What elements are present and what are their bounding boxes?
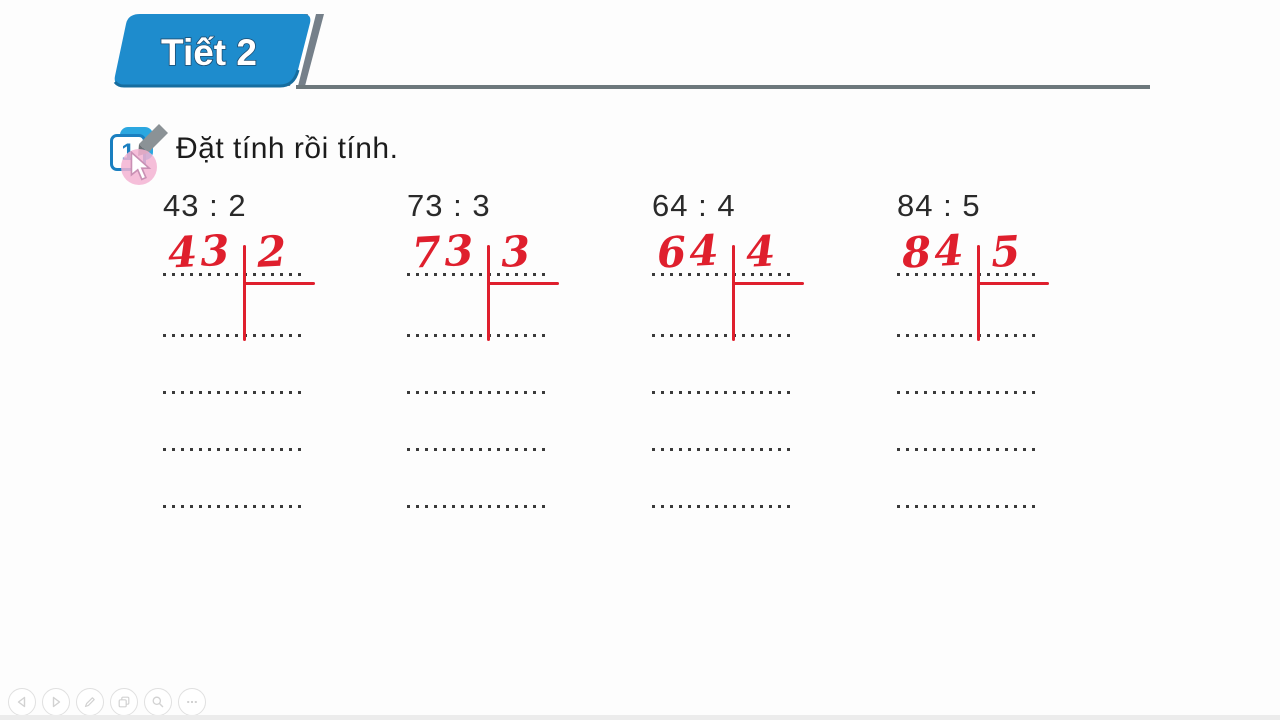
problem-label: 84 : 5 xyxy=(897,188,981,223)
bottom-edge-strip xyxy=(0,715,1280,720)
handwritten-dividend: 43 xyxy=(166,225,234,278)
division-bracket-vertical xyxy=(243,245,246,341)
problem-label: 64 : 4 xyxy=(652,188,736,223)
answer-line xyxy=(407,505,549,508)
magnifier-icon xyxy=(152,696,164,708)
answer-line xyxy=(897,391,1039,394)
answer-line xyxy=(897,334,1039,337)
zoom-button[interactable] xyxy=(144,688,172,716)
pages-button[interactable] xyxy=(110,688,138,716)
answer-line xyxy=(652,391,794,394)
division-bracket-vertical xyxy=(487,245,490,341)
answer-line xyxy=(163,273,305,276)
bottom-toolbar xyxy=(8,688,206,716)
right-arrow-icon xyxy=(52,696,61,708)
answer-line xyxy=(163,391,305,394)
division-bracket-vertical xyxy=(977,245,980,341)
lesson-banner: Tiết 2 xyxy=(112,8,348,92)
division-bracket-horizontal xyxy=(977,282,1049,285)
banner-underline xyxy=(296,85,1150,89)
handwritten-divisor: 3 xyxy=(499,226,535,277)
next-page-button[interactable] xyxy=(42,688,70,716)
answer-line xyxy=(407,334,549,337)
problem-column: 84 : 5 84 5 xyxy=(897,188,1087,523)
handwritten-dividend: 73 xyxy=(410,225,478,278)
answer-line xyxy=(897,505,1039,508)
problem-column: 43 : 2 43 2 xyxy=(163,188,353,523)
answer-line xyxy=(652,505,794,508)
answer-line xyxy=(407,391,549,394)
answer-line xyxy=(652,448,794,451)
answer-line xyxy=(652,273,794,276)
answer-line xyxy=(407,273,549,276)
handwritten-divisor: 5 xyxy=(989,226,1025,277)
previous-page-button[interactable] xyxy=(8,688,36,716)
answer-line xyxy=(897,448,1039,451)
division-bracket-horizontal xyxy=(487,282,559,285)
lesson-banner-shape: Tiết 2 xyxy=(113,14,324,88)
answer-line xyxy=(163,448,305,451)
answer-line xyxy=(163,334,305,337)
pencil-icon xyxy=(84,697,95,708)
pen-tool-button[interactable] xyxy=(76,688,104,716)
mouse-cursor-icon xyxy=(129,150,153,186)
answer-line xyxy=(652,334,794,337)
more-button[interactable] xyxy=(178,688,206,716)
handwritten-divisor: 4 xyxy=(744,226,780,277)
banner-title: Tiết 2 xyxy=(161,32,257,73)
problem-label: 73 : 3 xyxy=(407,188,491,223)
handwritten-divisor: 2 xyxy=(255,226,291,277)
answer-line xyxy=(163,505,305,508)
ellipsis-icon xyxy=(187,701,197,703)
handwritten-dividend: 84 xyxy=(900,225,968,278)
exercise-instruction: Đặt tính rồi tính. xyxy=(176,132,399,165)
answer-line xyxy=(897,273,1039,276)
problem-column: 73 : 3 73 3 xyxy=(407,188,597,523)
division-bracket-horizontal xyxy=(243,282,315,285)
handwritten-dividend: 64 xyxy=(655,225,723,278)
answer-line xyxy=(407,448,549,451)
problem-label: 43 : 2 xyxy=(163,188,247,223)
stacked-pages-icon xyxy=(118,696,130,708)
problem-column: 64 : 4 64 4 xyxy=(652,188,842,523)
left-arrow-icon xyxy=(17,696,26,708)
division-bracket-vertical xyxy=(732,245,735,341)
division-bracket-horizontal xyxy=(732,282,804,285)
